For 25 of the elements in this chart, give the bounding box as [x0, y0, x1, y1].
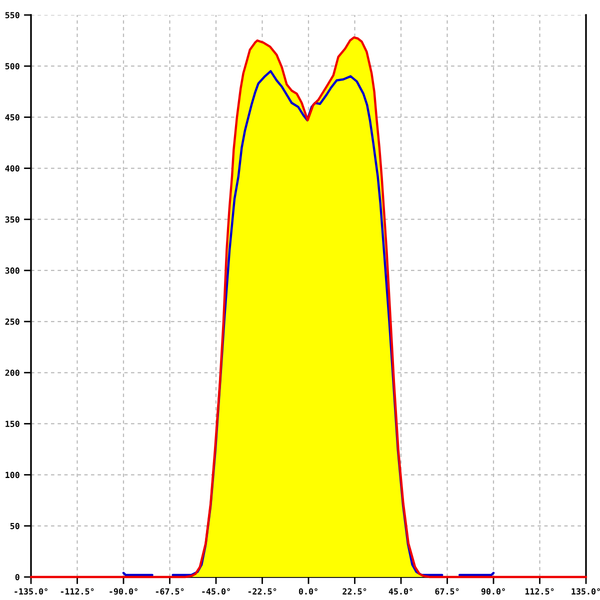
y-tick-label: 450: [5, 114, 20, 120]
x-tick-label: 45.0°: [388, 588, 412, 595]
x-tick-label: 135.0°: [572, 588, 600, 595]
x-tick-label: -90.0°: [110, 588, 138, 595]
y-tick-label: 500: [5, 63, 20, 70]
y-tick-label: 100: [6, 472, 20, 478]
y-tick-label: 200: [5, 370, 20, 376]
y-tick-label: 50: [10, 522, 20, 530]
x-tick-label: -112.5°: [60, 588, 94, 595]
y-tick-label: 350: [5, 216, 20, 223]
x-tick-label: 67.5°: [435, 588, 459, 595]
x-tick-label: 22.5°: [342, 588, 366, 595]
y-tick-label: 400: [5, 165, 20, 172]
y-tick-label: 550: [5, 12, 20, 18]
x-tick-label: -135.0°: [14, 588, 48, 595]
x-tick-label: 90.0°: [481, 588, 505, 595]
y-tick-label: 0: [15, 574, 20, 580]
y-tick-label: 250: [5, 318, 20, 325]
x-tick-label: 0.0°: [298, 588, 318, 595]
y-tick-label: 300: [5, 267, 20, 274]
x-tick-label: -45.0°: [202, 588, 230, 595]
x-tick-label: -67.5°: [156, 588, 184, 595]
x-tick-label: 112.5°: [525, 588, 554, 595]
y-tick-label: 150: [6, 420, 20, 428]
x-tick-label: -22.5°: [248, 588, 276, 595]
